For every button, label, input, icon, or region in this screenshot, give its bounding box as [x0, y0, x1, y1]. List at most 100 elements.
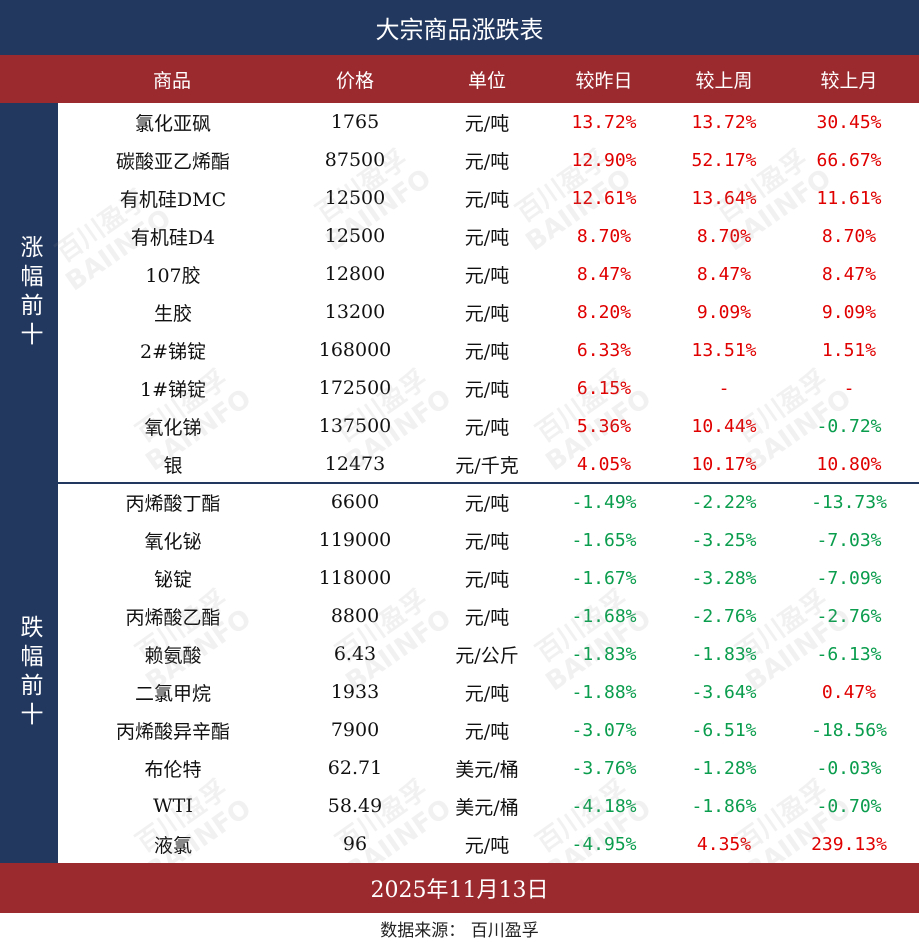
- table-row: 碳酸亚乙烯酯 87500 元/吨 12.90% 52.17% 66.67%: [58, 141, 919, 179]
- table-body: 氯化亚砜 1765 元/吨 13.72% 13.72% 30.45% 碳酸亚乙烯酯 87500…: [58, 103, 919, 863]
- table-row: 丙烯酸乙酯 8800 元/吨 -1.68% -2.76% -2.76%: [58, 597, 919, 635]
- change-week-cell: 13.72%: [691, 111, 757, 133]
- commodity-name: 有机硅DMC: [119, 188, 227, 211]
- commodity-name: 丙烯酸乙酯: [125, 606, 221, 629]
- change-week-cell: 52.17%: [691, 149, 757, 171]
- section-label-gainers: 涨幅前十: [0, 103, 58, 483]
- commodity-name: 铋锭: [153, 568, 192, 591]
- section-label-losers: 跌幅前十: [0, 483, 58, 863]
- price-cell: 8800: [330, 605, 380, 627]
- commodity-name: WTI: [153, 795, 193, 817]
- change-day-cell: 6.15%: [576, 377, 632, 399]
- change-day-cell: -1.49%: [571, 491, 637, 513]
- unit-cell: 元/吨: [464, 340, 510, 363]
- table-row: 二氯甲烷 1933 元/吨 -1.88% -3.64% 0.47%: [58, 673, 919, 711]
- change-month-cell: -: [843, 377, 855, 399]
- commodity-name: 1#锑锭: [139, 378, 206, 401]
- change-month-cell: 10.80%: [816, 453, 882, 475]
- table-row: 有机硅DMC 12500 元/吨 12.61% 13.64% 11.61%: [58, 179, 919, 217]
- table-row: 液氯 96 元/吨 -4.95% 4.35% 239.13%: [58, 825, 919, 863]
- price-cell: 118000: [318, 567, 392, 589]
- price-cell: 12800: [324, 263, 386, 285]
- unit-cell: 元/吨: [464, 568, 510, 591]
- commodity-name: 107胶: [145, 264, 201, 287]
- table-row: 布伦特 62.71 美元/桶 -3.76% -1.28% -0.03%: [58, 749, 919, 787]
- table-row: 2#锑锭 168000 元/吨 6.33% 13.51% 1.51%: [58, 331, 919, 369]
- change-day-cell: -1.67%: [571, 567, 637, 589]
- unit-cell: 元/吨: [464, 492, 510, 515]
- change-day-cell: -1.88%: [571, 681, 637, 703]
- commodity-name: 氧化铋: [144, 530, 202, 553]
- commodity-name: 二氯甲烷: [134, 682, 211, 705]
- change-day-cell: 8.47%: [576, 263, 632, 285]
- change-month-cell: 9.09%: [821, 301, 877, 323]
- change-month-cell: 11.61%: [816, 187, 882, 209]
- change-day-cell: 12.61%: [571, 187, 637, 209]
- section-divider: [58, 482, 919, 484]
- change-week-cell: 10.44%: [691, 415, 757, 437]
- table-row: WTI 58.49 美元/桶 -4.18% -1.86% -0.70%: [58, 787, 919, 825]
- unit-cell: 元/吨: [464, 264, 510, 287]
- change-week-cell: -2.22%: [691, 491, 757, 513]
- change-day-cell: 8.20%: [576, 301, 632, 323]
- table-row: 丙烯酸丁酯 6600 元/吨 -1.49% -2.22% -13.73%: [58, 483, 919, 521]
- change-day-cell: -1.68%: [571, 605, 637, 627]
- price-cell: 6600: [330, 491, 380, 513]
- commodity-name: 丙烯酸异辛酯: [115, 720, 230, 743]
- source-note: 数据来源： 百川盈孚: [380, 920, 539, 941]
- change-month-cell: -2.76%: [816, 605, 882, 627]
- change-month-cell: -13.73%: [811, 491, 887, 513]
- header-price: 价格: [335, 69, 374, 92]
- unit-cell: 美元/桶: [455, 758, 519, 781]
- change-week-cell: -3.28%: [691, 567, 757, 589]
- header-unit: 单位: [467, 69, 506, 92]
- unit-cell: 元/吨: [464, 378, 510, 401]
- change-week-cell: -2.76%: [691, 605, 757, 627]
- gainers-label-text: 涨幅前十: [16, 235, 42, 351]
- commodity-name: 有机硅D4: [130, 226, 216, 249]
- price-cell: 6.43: [333, 643, 377, 665]
- unit-cell: 元/千克: [455, 454, 519, 477]
- change-day-cell: 4.05%: [576, 453, 632, 475]
- change-month-cell: -6.13%: [816, 643, 882, 665]
- change-month-cell: -7.03%: [816, 529, 882, 551]
- change-month-cell: 239.13%: [811, 833, 887, 855]
- table-row: 氧化锑 137500 元/吨 5.36% 10.44% -0.72%: [58, 407, 919, 445]
- change-day-cell: 8.70%: [576, 225, 632, 247]
- unit-cell: 元/公斤: [455, 644, 519, 667]
- change-week-cell: 10.17%: [691, 453, 757, 475]
- price-cell: 12500: [324, 225, 386, 247]
- price-cell: 58.49: [327, 795, 383, 817]
- losers-label-text: 跌幅前十: [16, 615, 42, 731]
- price-cell: 87500: [324, 149, 386, 171]
- unit-cell: 元/吨: [464, 112, 510, 135]
- price-cell: 1765: [330, 111, 380, 133]
- price-cell: 12500: [324, 187, 386, 209]
- price-cell: 7900: [330, 719, 380, 741]
- change-month-cell: 1.51%: [821, 339, 877, 361]
- change-month-cell: 8.47%: [821, 263, 877, 285]
- table-row: 氧化铋 119000 元/吨 -1.65% -3.25% -7.03%: [58, 521, 919, 559]
- commodity-name: 碳酸亚乙烯酯: [115, 150, 230, 173]
- price-cell: 1933: [330, 681, 380, 703]
- unit-cell: 元/吨: [464, 682, 510, 705]
- header-vs-last-month: 较上月: [820, 69, 878, 92]
- change-day-cell: -1.83%: [571, 643, 637, 665]
- change-day-cell: 6.33%: [576, 339, 632, 361]
- table-row: 氯化亚砜 1765 元/吨 13.72% 13.72% 30.45%: [58, 103, 919, 141]
- unit-cell: 元/吨: [464, 720, 510, 743]
- change-day-cell: -4.95%: [571, 833, 637, 855]
- change-month-cell: -0.03%: [816, 757, 882, 779]
- price-cell: 172500: [318, 377, 392, 399]
- unit-cell: 元/吨: [464, 226, 510, 249]
- price-cell: 119000: [318, 529, 392, 551]
- table-row: 有机硅D4 12500 元/吨 8.70% 8.70% 8.70%: [58, 217, 919, 255]
- header-commodity: 商品: [152, 69, 191, 92]
- price-cell: 168000: [318, 339, 392, 361]
- change-month-cell: -0.72%: [816, 415, 882, 437]
- change-month-cell: 30.45%: [816, 111, 882, 133]
- change-week-cell: -1.83%: [691, 643, 757, 665]
- unit-cell: 元/吨: [464, 834, 510, 857]
- commodity-name: 液氯: [153, 834, 192, 857]
- change-week-cell: 13.51%: [691, 339, 757, 361]
